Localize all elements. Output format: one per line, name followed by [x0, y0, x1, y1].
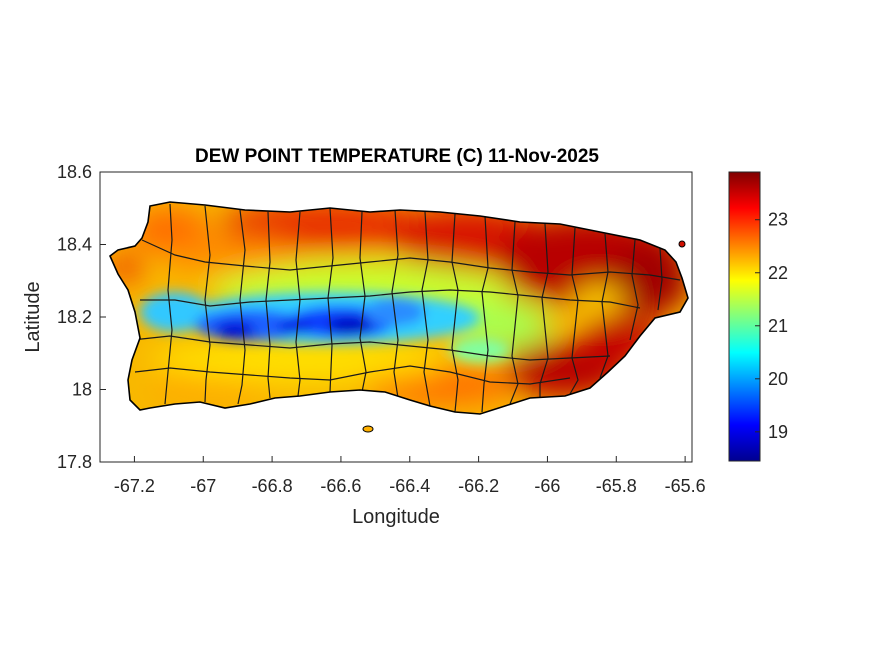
x-tick-label: -67.2 — [114, 476, 155, 496]
colorbar-tick-label: 21 — [768, 316, 788, 336]
x-tick-label: -66.4 — [389, 476, 430, 496]
colorbar-tick-label: 22 — [768, 263, 788, 283]
y-tick-label: 18 — [72, 380, 92, 400]
colorbar-ticks: 19 20 21 22 23 — [755, 210, 788, 442]
x-axis-ticks: -67.2 -67 -66.8 -66.6 -66.4 -66.2 -66 -65.8 -65.… — [114, 456, 706, 496]
municipal-boundaries — [131, 203, 681, 413]
caja-de-muertos-island — [362, 425, 374, 433]
x-tick-label: -65.8 — [596, 476, 637, 496]
x-axis-label: Longitude — [352, 506, 440, 528]
y-axis-ticks: 17.8 18 18.2 18.4 18.6 — [57, 162, 106, 472]
y-axis-label: Latitude — [22, 281, 44, 352]
y-tick-label: 18.2 — [57, 307, 92, 327]
x-tick-label: -66.6 — [320, 476, 361, 496]
x-tick-label: -66.8 — [252, 476, 293, 496]
x-tick-label: -66.2 — [458, 476, 499, 496]
y-tick-label: 18.6 — [57, 162, 92, 182]
y-tick-label: 18.4 — [57, 235, 92, 255]
x-tick-label: -66 — [534, 476, 560, 496]
colorbar-tick-label: 23 — [768, 210, 788, 230]
colorbar-tick-label: 19 — [768, 422, 788, 442]
colorbar-tick-label: 20 — [768, 369, 788, 389]
map-title: DEW POINT TEMPERATURE (C) 11-Nov-2025 — [195, 146, 599, 167]
desecheo-islet — [678, 240, 686, 248]
y-tick-label: 17.8 — [57, 452, 92, 472]
x-tick-label: -65.6 — [665, 476, 706, 496]
colorbar — [728, 171, 761, 462]
x-tick-label: -67 — [190, 476, 216, 496]
